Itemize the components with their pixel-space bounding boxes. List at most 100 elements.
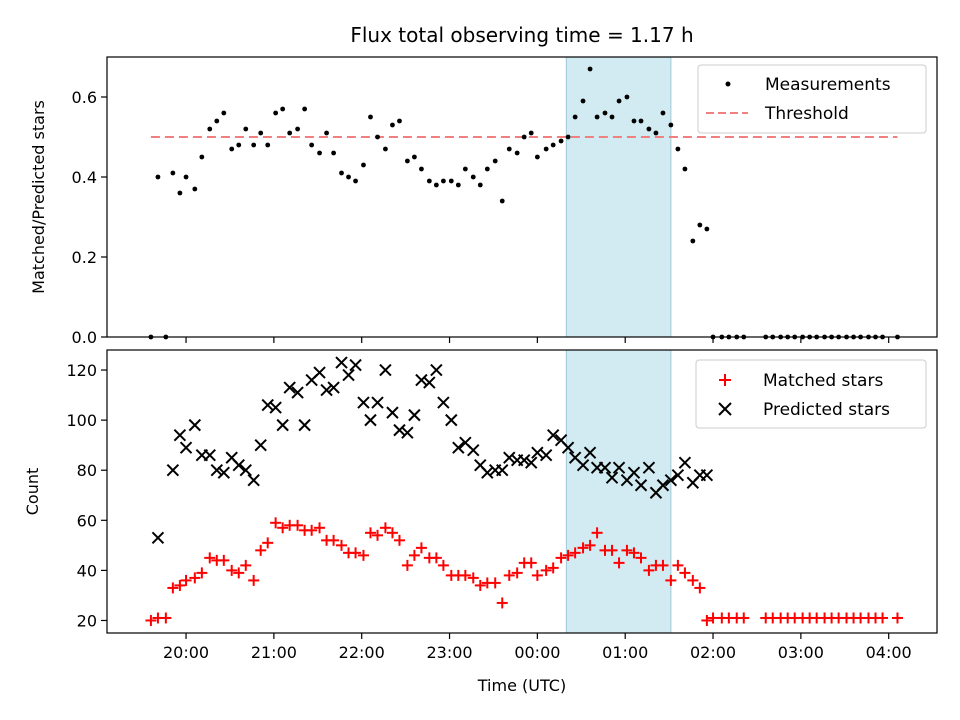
matched-star-point <box>160 612 172 624</box>
matched-star-point <box>189 572 201 584</box>
matched-star-point <box>270 517 282 529</box>
predicted-star-point <box>327 381 340 394</box>
predicted-star-point <box>503 451 516 464</box>
measurement-point <box>690 238 696 244</box>
predicted-star-point <box>467 443 480 457</box>
matched-star-point <box>635 552 647 564</box>
measurement-point <box>397 118 402 124</box>
x-tick-label: 21:00 <box>251 643 297 662</box>
predicted-star-point <box>254 438 267 452</box>
measurement-point <box>470 174 476 180</box>
measurement-point <box>550 142 556 148</box>
predicted-star-point <box>605 471 619 484</box>
y-tick-label: 60 <box>77 511 97 530</box>
bottom-y-axis: 20 40 60 80 100 120 <box>66 361 107 630</box>
matched-star-point <box>584 539 596 551</box>
measurement-point <box>675 146 681 152</box>
measurement-point <box>353 178 358 184</box>
predicted-star-point <box>313 366 326 379</box>
x-tick-label: 00:00 <box>514 643 560 662</box>
matched-star-point <box>687 574 699 586</box>
measurement-point <box>368 114 373 120</box>
legend-predicted-label: Predicted stars <box>763 400 890 420</box>
predicted-star-point <box>408 408 421 422</box>
matched-star-point <box>531 569 543 581</box>
matched-star-point <box>643 564 655 576</box>
predicted-star-point <box>261 398 274 412</box>
predicted-star-point <box>276 418 289 432</box>
predicted-star-point <box>371 396 384 409</box>
measurement-point <box>660 110 666 116</box>
matched-star-point <box>569 547 581 559</box>
top-panel: 0.0 0.2 0.4 0.6 Matched/Predicted stars Mea… <box>29 56 938 347</box>
matched-star-point <box>350 547 362 559</box>
matched-star-point <box>372 529 384 541</box>
measurement-point <box>273 110 279 116</box>
measurement-point <box>346 174 351 180</box>
matched-star-point <box>408 549 420 561</box>
measurement-point <box>331 150 337 156</box>
predicted-star-point <box>203 448 216 462</box>
measurement-point <box>243 126 249 132</box>
legend-matched-label: Matched stars <box>763 371 883 391</box>
measurement-point <box>412 154 417 160</box>
matched-star-point <box>701 614 713 626</box>
matched-star-point <box>694 582 706 594</box>
predicted-star-point <box>151 531 165 545</box>
matched-star-point <box>336 539 348 551</box>
predicted-star-point <box>342 368 355 382</box>
predicted-star-point <box>386 406 399 419</box>
predicted-star-point <box>393 423 406 437</box>
measurement-point <box>448 178 454 184</box>
chart-title: Flux total observing time = 1.17 h <box>350 23 693 47</box>
predicted-star-point <box>349 358 362 372</box>
predicted-star-point <box>298 418 311 432</box>
matched-star-point <box>145 614 157 626</box>
measurement-point <box>638 118 644 124</box>
matched-star-point <box>415 542 427 554</box>
measurement-point <box>534 154 540 160</box>
matched-star-point <box>430 552 442 564</box>
measurement-point <box>484 166 490 172</box>
legend-measurements-marker <box>725 81 731 87</box>
measurement-point <box>624 94 630 100</box>
matched-star-point <box>401 559 413 571</box>
measurement-point <box>404 158 410 164</box>
matched-star-point <box>555 552 567 564</box>
predicted-star-point <box>217 466 231 479</box>
x-tick-label: 23:00 <box>426 643 472 662</box>
measurement-point <box>514 150 520 156</box>
predicted-star-point <box>546 428 560 442</box>
predicted-star-point <box>437 396 450 409</box>
measurement-point <box>602 110 608 116</box>
matched-star-point <box>613 557 625 569</box>
predicted-star-point <box>481 466 494 479</box>
measurement-point <box>580 98 586 104</box>
y-tick-label: 0.0 <box>72 328 97 347</box>
predicted-star-point <box>188 418 202 432</box>
measurement-point <box>477 182 483 188</box>
measurement-point <box>383 146 388 152</box>
x-tick-label: 20:00 <box>163 643 209 662</box>
measurement-point <box>653 130 659 136</box>
bottom-plot-marks <box>145 356 903 626</box>
measurement-point <box>287 130 293 136</box>
measurement-point <box>521 134 527 140</box>
measurement-point <box>440 178 446 184</box>
matched-star-point <box>240 559 252 571</box>
measurement-point <box>177 190 183 196</box>
measurement-point <box>572 114 578 120</box>
measurement-point <box>587 66 593 72</box>
matched-star-point <box>891 612 903 624</box>
measurement-point <box>433 182 439 188</box>
matched-star-point <box>738 612 750 624</box>
measurement-point <box>170 170 176 176</box>
measurement-point <box>390 122 395 128</box>
measurement-point <box>302 106 308 112</box>
matched-star-point <box>180 574 192 586</box>
predicted-star-point <box>583 446 597 459</box>
legend-predicted-marker <box>718 402 732 416</box>
legend-matched-marker <box>719 374 731 386</box>
matched-star-point <box>226 564 238 576</box>
predicted-star-point <box>634 479 648 492</box>
